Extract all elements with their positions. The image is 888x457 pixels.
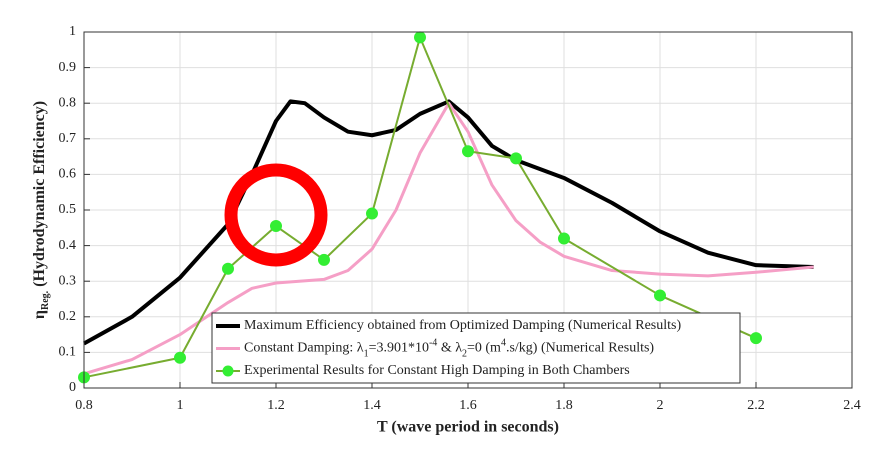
- text-run: 2: [462, 348, 467, 359]
- legend-label: Constant Damping: λ1=3.901*10-4 & λ2=0 (…: [244, 337, 654, 359]
- text-run: Maximum Efficiency obtained from Optimiz…: [244, 318, 681, 333]
- axes: 0.8 1 1.2 1.4 1.6 1.8 2 2.2 2.4 0 0.1 0.2 0.3 0.4 0.5 0…: [59, 24, 861, 413]
- text-run: -4: [429, 337, 437, 348]
- highlight-ring: [224, 163, 328, 267]
- text-run: 1: [364, 348, 369, 359]
- y-tick-label: 1: [69, 24, 76, 39]
- x-tick-label: 1.4: [363, 398, 381, 413]
- x-tick-label: 1: [177, 398, 184, 413]
- x-tick-label: 2: [657, 398, 664, 413]
- y-tick-label: 0.7: [59, 131, 77, 146]
- x-tick-label: 0.8: [75, 398, 93, 413]
- text-run: η: [31, 310, 48, 319]
- text-run: =0 (m: [467, 341, 501, 356]
- data-point: [462, 145, 474, 158]
- y-tick-label: 0.8: [59, 95, 77, 110]
- y-tick-label: 0: [69, 380, 76, 395]
- legend-marker: [222, 365, 234, 377]
- y-tick-label: 0.2: [59, 309, 77, 324]
- x-axis-label: T (wave period in seconds): [377, 419, 559, 436]
- legend: Maximum Efficiency obtained from Optimiz…: [216, 318, 681, 378]
- y-tick-label: 0.6: [59, 167, 77, 182]
- x-tick-label: 1.2: [267, 398, 285, 413]
- x-tick-label: 1.6: [459, 398, 477, 413]
- data-point: [558, 232, 570, 245]
- data-point: [366, 207, 378, 220]
- data-point: [414, 31, 426, 44]
- y-tick-label: 0.4: [59, 238, 77, 253]
- data-point: [174, 351, 186, 364]
- x-tick-label: 2.2: [747, 398, 765, 413]
- text-run: Constant Damping: λ: [244, 341, 364, 356]
- y-axis-label: ηReg. (Hydrodynamic Efficiency): [31, 101, 51, 319]
- text-run: & λ: [437, 341, 462, 356]
- text-run: 4: [501, 337, 506, 348]
- data-point: [510, 152, 522, 165]
- y-tick-label: 0.9: [59, 60, 77, 75]
- legend-box: [211, 312, 741, 384]
- data-point: [222, 262, 234, 275]
- data-point: [318, 253, 330, 266]
- data-point: [750, 332, 762, 345]
- text-run: Reg.: [40, 290, 51, 310]
- x-tick-label: 1.8: [555, 398, 573, 413]
- legend-label: Experimental Results for Constant High D…: [244, 363, 630, 378]
- y-tick-label: 0.1: [59, 345, 77, 360]
- data-point: [654, 289, 666, 302]
- y-tick-label: 0.5: [59, 202, 77, 217]
- series-line: [83, 36, 757, 379]
- legend-label: Maximum Efficiency obtained from Optimiz…: [244, 318, 681, 333]
- text-run: =3.901*10: [369, 341, 429, 356]
- data-point: [270, 220, 282, 233]
- text-run: (Hydrodynamic Efficiency): [31, 101, 48, 291]
- y-tick-label: 0.3: [59, 273, 77, 288]
- series-line: [83, 101, 814, 376]
- x-tick-label: 2.4: [843, 398, 861, 413]
- text-run: Experimental Results for Constant High D…: [244, 363, 630, 378]
- text-run: .s/kg) (Numerical Results): [506, 341, 654, 356]
